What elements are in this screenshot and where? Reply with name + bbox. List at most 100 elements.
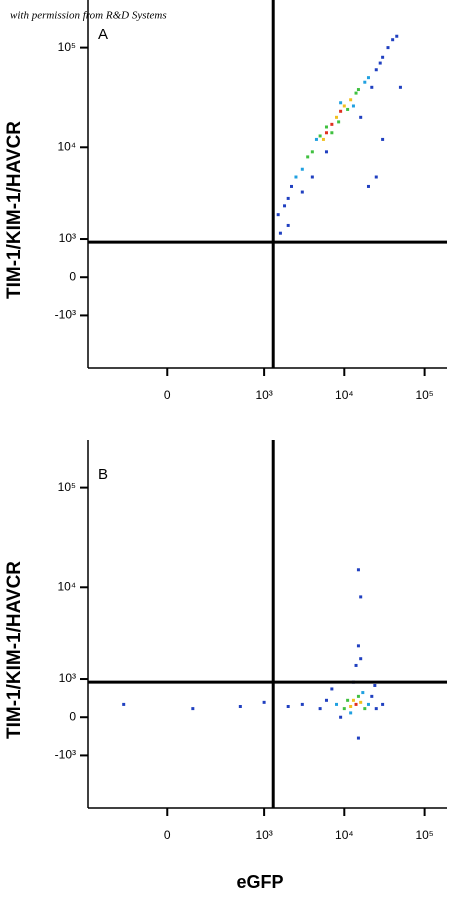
event-point <box>370 694 374 698</box>
event-point <box>337 120 341 124</box>
event-point <box>398 85 402 89</box>
event-point <box>391 38 395 42</box>
event-point <box>349 704 353 708</box>
event-point <box>351 698 355 702</box>
event-point <box>359 115 363 119</box>
event-point <box>359 657 363 661</box>
x-tick-label: 10⁵ <box>415 828 433 842</box>
event-point <box>278 231 282 235</box>
event-point <box>373 683 377 687</box>
y-tick-label: 10⁵ <box>58 40 76 54</box>
event-point <box>354 91 358 95</box>
event-point <box>349 98 353 102</box>
event-point <box>366 702 370 706</box>
event-point <box>324 125 328 129</box>
panel-label: A <box>98 26 108 43</box>
event-point <box>354 702 358 706</box>
event-point <box>342 707 346 711</box>
event-point <box>342 104 346 108</box>
event-point <box>306 155 310 159</box>
event-point <box>366 184 370 188</box>
y-tick-label: 10³ <box>59 671 76 685</box>
y-tick-label: 10⁴ <box>57 139 76 153</box>
event-point <box>359 700 363 704</box>
event-point <box>374 68 378 72</box>
y-tick-label: 0 <box>69 709 76 723</box>
event-point <box>286 196 290 200</box>
event-point <box>386 46 390 50</box>
event-point <box>381 702 385 706</box>
event-point <box>330 687 334 691</box>
event-point <box>346 698 350 702</box>
event-point <box>276 213 280 217</box>
y-tick-label: 10³ <box>59 231 76 245</box>
y-tick-label: -10³ <box>55 748 76 762</box>
x-tick-label: 10³ <box>255 388 272 402</box>
x-tick-label: 10⁴ <box>335 388 354 402</box>
y-tick-label: 10⁵ <box>58 480 76 494</box>
event-point <box>300 167 304 171</box>
event-point <box>346 107 350 111</box>
event-point <box>356 568 360 572</box>
y-tick-label: 0 <box>69 269 76 283</box>
event-point <box>191 707 195 711</box>
x-axis-title: eGFP <box>236 872 283 892</box>
event-point <box>356 736 360 740</box>
event-point <box>318 134 322 138</box>
event-point <box>283 204 287 208</box>
y-axis-title: TIM-1/KIM-1/HAVCR <box>4 121 25 299</box>
y-axis-title: TIM-1/KIM-1/HAVCR <box>4 561 25 739</box>
event-point <box>286 223 290 227</box>
event-point <box>330 122 334 126</box>
event-point <box>370 85 374 89</box>
event-point <box>363 80 367 84</box>
event-point <box>262 700 266 704</box>
y-tick-label: 10⁴ <box>57 579 76 593</box>
event-point <box>238 704 242 708</box>
event-point <box>330 131 334 135</box>
event-point <box>356 88 360 92</box>
event-point <box>354 663 358 667</box>
event-point <box>314 137 318 141</box>
event-point <box>378 61 382 65</box>
event-point <box>335 702 339 706</box>
event-point <box>374 707 378 711</box>
event-point <box>324 150 328 154</box>
event-point <box>374 175 378 179</box>
event-point <box>381 55 385 59</box>
x-tick-label: 0 <box>164 388 171 402</box>
x-tick-label: 10³ <box>255 828 272 842</box>
event-point <box>318 707 322 711</box>
event-point <box>356 644 360 648</box>
event-point <box>339 101 343 105</box>
event-point <box>294 175 298 179</box>
event-point <box>359 595 363 599</box>
event-point <box>286 704 290 708</box>
x-tick-label: 10⁴ <box>335 828 354 842</box>
event-point <box>381 137 385 141</box>
event-point <box>339 715 343 719</box>
event-point <box>290 184 294 188</box>
x-tick-label: 0 <box>164 828 171 842</box>
event-point <box>361 691 365 695</box>
event-point <box>310 175 314 179</box>
event-point <box>300 702 304 706</box>
event-point <box>351 104 355 108</box>
panel-label: B <box>98 466 108 483</box>
event-point <box>395 34 399 38</box>
event-point <box>321 137 325 141</box>
event-point <box>122 702 126 706</box>
y-tick-label: -10³ <box>55 308 76 322</box>
event-point <box>356 694 360 698</box>
x-tick-label: 10⁵ <box>415 388 433 402</box>
event-point <box>335 115 339 119</box>
event-point <box>324 698 328 702</box>
event-point <box>324 131 328 135</box>
event-point <box>310 150 314 154</box>
event-point <box>349 711 353 715</box>
event-point <box>300 190 304 194</box>
event-point <box>363 707 367 711</box>
event-point <box>366 76 370 80</box>
event-point <box>339 109 343 113</box>
